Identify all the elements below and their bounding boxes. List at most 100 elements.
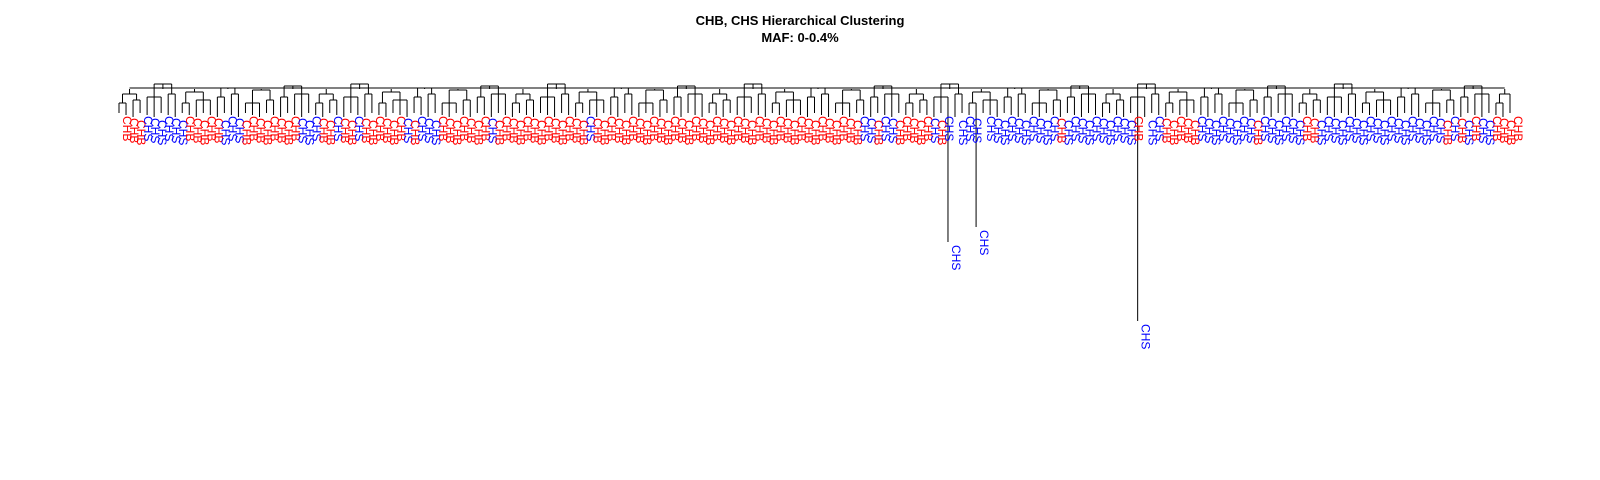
leaf-label: CHB: [1181, 118, 1195, 143]
leaf-label: CHS: [1012, 118, 1026, 143]
leaf-label: CHS: [1111, 116, 1125, 141]
leaf-label: CHB: [914, 120, 928, 145]
leaf-label: CHB: [1251, 120, 1265, 145]
leaf-label: CHB: [338, 118, 352, 143]
leaf-label: CHS: [1033, 118, 1047, 143]
leaf-label: CHS: [176, 120, 190, 145]
leaf-label: CHB: [851, 120, 865, 145]
leaf-label: CHS: [1363, 116, 1377, 141]
leaf-label: CHS: [1118, 118, 1132, 143]
leaf-label: CHB: [577, 120, 591, 145]
leaf-label: CHB: [556, 120, 570, 145]
leaf-label: CHB: [408, 120, 422, 145]
leaf-label: CHB: [830, 120, 844, 145]
leaf-label: CHS: [584, 116, 598, 141]
leaf-label: CHB: [668, 116, 682, 141]
leaf-label: CHS: [949, 245, 963, 270]
leaf-label: CHB: [738, 118, 752, 143]
leaf-label: CHS: [218, 120, 232, 145]
leaf-label: CHB: [1300, 116, 1314, 141]
leaf-label: CHS: [1392, 118, 1406, 143]
leaf-label: CHS: [1019, 120, 1033, 145]
leaf-label: CHB: [837, 116, 851, 141]
leaf-label: CHB: [780, 118, 794, 143]
leaf-label: CHS: [148, 118, 162, 143]
leaf-label: CHS: [1258, 116, 1272, 141]
leaf-label: CHS: [1286, 118, 1300, 143]
leaf-label: CHS: [1244, 118, 1258, 143]
leaf-label: CHB: [787, 120, 801, 145]
leaf-label: CHS: [1378, 120, 1392, 145]
leaf-label: CHS: [1265, 118, 1279, 143]
leaf-label: CHS: [155, 120, 169, 145]
leaf-label: CHB: [612, 118, 626, 143]
leaf-label: CHS: [331, 116, 345, 141]
leaf-label: CHS: [1342, 116, 1356, 141]
leaf-label: CHB: [436, 116, 450, 141]
leaf-label: CHS: [1089, 116, 1103, 141]
leaf-label: CHB: [1497, 118, 1511, 143]
leaf-label: CHS: [886, 118, 900, 143]
leaf-label: CHB: [1490, 116, 1504, 141]
leaf-label: CHS: [1399, 120, 1413, 145]
leaf-label: CHB: [801, 118, 815, 143]
leaf-label: CHS: [1328, 118, 1342, 143]
leaf-label: CHB: [373, 116, 387, 141]
leaf-label: CHS: [1026, 116, 1040, 141]
leaf-label: CHS: [429, 120, 443, 145]
leaf-label: CHS: [1413, 118, 1427, 143]
leaf-label: CHB: [197, 120, 211, 145]
leaf-label: CHS: [1406, 116, 1420, 141]
chart-title: CHB, CHS Hierarchical Clustering MAF: 0-…: [0, 12, 1600, 46]
leaf-label: CHB: [190, 118, 204, 143]
leaf-label: CHS: [1061, 120, 1075, 145]
leaf-label: CHB: [731, 116, 745, 141]
leaf-label: CHB: [520, 116, 534, 141]
leaf-label: CHB: [1160, 118, 1174, 143]
leaf-label: CHS: [1075, 118, 1089, 143]
leaf-label: CHB: [134, 120, 148, 145]
leaf-label: CHS: [991, 118, 1005, 143]
leaf-label: CHS: [422, 118, 436, 143]
leaf-label: CHS: [162, 116, 176, 141]
leaf-label: CHS: [232, 118, 246, 143]
leaf-label: CHS: [956, 120, 970, 145]
leaf-label: CHS: [1483, 120, 1497, 145]
leaf-label: CHB: [745, 120, 759, 145]
leaf-label: CHS: [1420, 120, 1434, 145]
leaf-label: CHB: [534, 120, 548, 145]
leaf-label: CHS: [1321, 116, 1335, 141]
leaf-label: CHB: [717, 118, 731, 143]
dendrogram-leaf-labels: CHBCHBCHBCHSCHSCHSCHSCHSCHSCHBCHBCHBCHBC…: [120, 116, 1525, 349]
leaf-label: CHB: [1188, 120, 1202, 145]
leaf-label: CHB: [542, 116, 556, 141]
leaf-label: CHB: [457, 116, 471, 141]
leaf-label: CHB: [682, 120, 696, 145]
leaf-label: CHB: [275, 118, 289, 143]
leaf-label: CHS: [865, 118, 879, 143]
leaf-label: CHS: [1462, 120, 1476, 145]
leaf-label: CHB: [359, 118, 373, 143]
leaf-label: CHB: [724, 120, 738, 145]
leaf-label: CHS: [970, 118, 984, 143]
leaf-label: CHB: [261, 120, 275, 145]
leaf-label: CHS: [1068, 116, 1082, 141]
leaf-label: CHB: [513, 120, 527, 145]
leaf-label: CHB: [324, 120, 338, 145]
leaf-label: CHS: [415, 116, 429, 141]
leaf-label: CHS: [1146, 120, 1160, 145]
leaf-label: CHS: [1040, 120, 1054, 145]
leaf-label: CHB: [366, 120, 380, 145]
leaf-label: CHB: [211, 118, 225, 143]
leaf-label: CHS: [169, 118, 183, 143]
leaf-label: CHB: [794, 116, 808, 141]
leaf-label: CHB: [478, 116, 492, 141]
leaf-label: CHS: [1237, 116, 1251, 141]
leaf-label: CHS: [1476, 118, 1490, 143]
leaf-label: CHB: [289, 116, 303, 141]
leaf-label: CHB: [675, 118, 689, 143]
leaf-label: CHB: [654, 118, 668, 143]
leaf-label: CHS: [1216, 116, 1230, 141]
leaf-label: CHS: [1125, 120, 1139, 145]
